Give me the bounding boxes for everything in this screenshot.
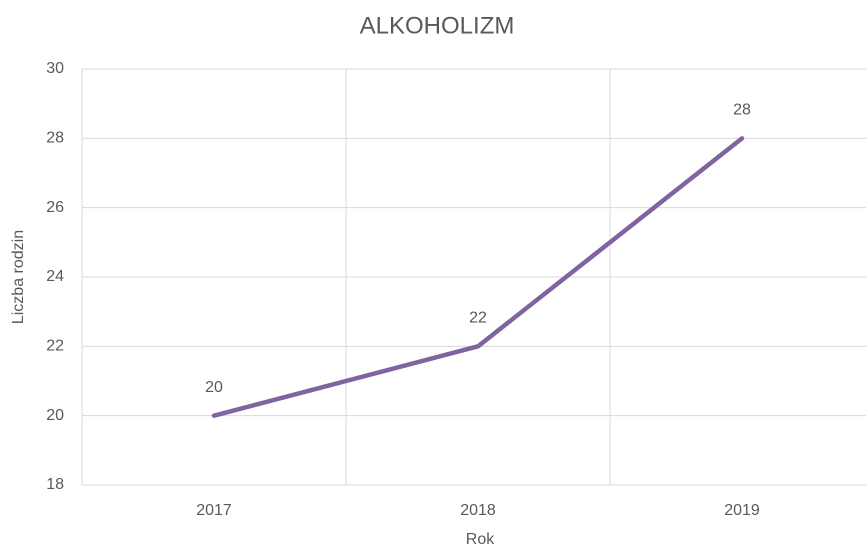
y-tick-label: 22	[46, 338, 64, 355]
x-tick-label: 2018	[460, 502, 496, 519]
y-tick-label: 28	[46, 130, 64, 147]
data-line	[211, 136, 745, 418]
y-tick-label: 20	[46, 407, 64, 424]
data-label: 20	[205, 379, 223, 396]
x-tick-label: 2019	[724, 502, 760, 519]
y-tick-label: 18	[46, 476, 64, 493]
y-tick-label: 26	[46, 199, 64, 216]
data-label: 22	[469, 310, 487, 327]
y-tick-label: 24	[46, 268, 64, 285]
y-tick-label: 30	[46, 60, 64, 77]
chart-title: ALKOHOLIZM	[360, 12, 515, 39]
y-axis-label: Liczba rodzin	[10, 230, 27, 324]
x-tick-label: 2017	[196, 502, 232, 519]
x-axis-label: Rok	[466, 531, 495, 548]
data-label: 28	[733, 102, 751, 119]
